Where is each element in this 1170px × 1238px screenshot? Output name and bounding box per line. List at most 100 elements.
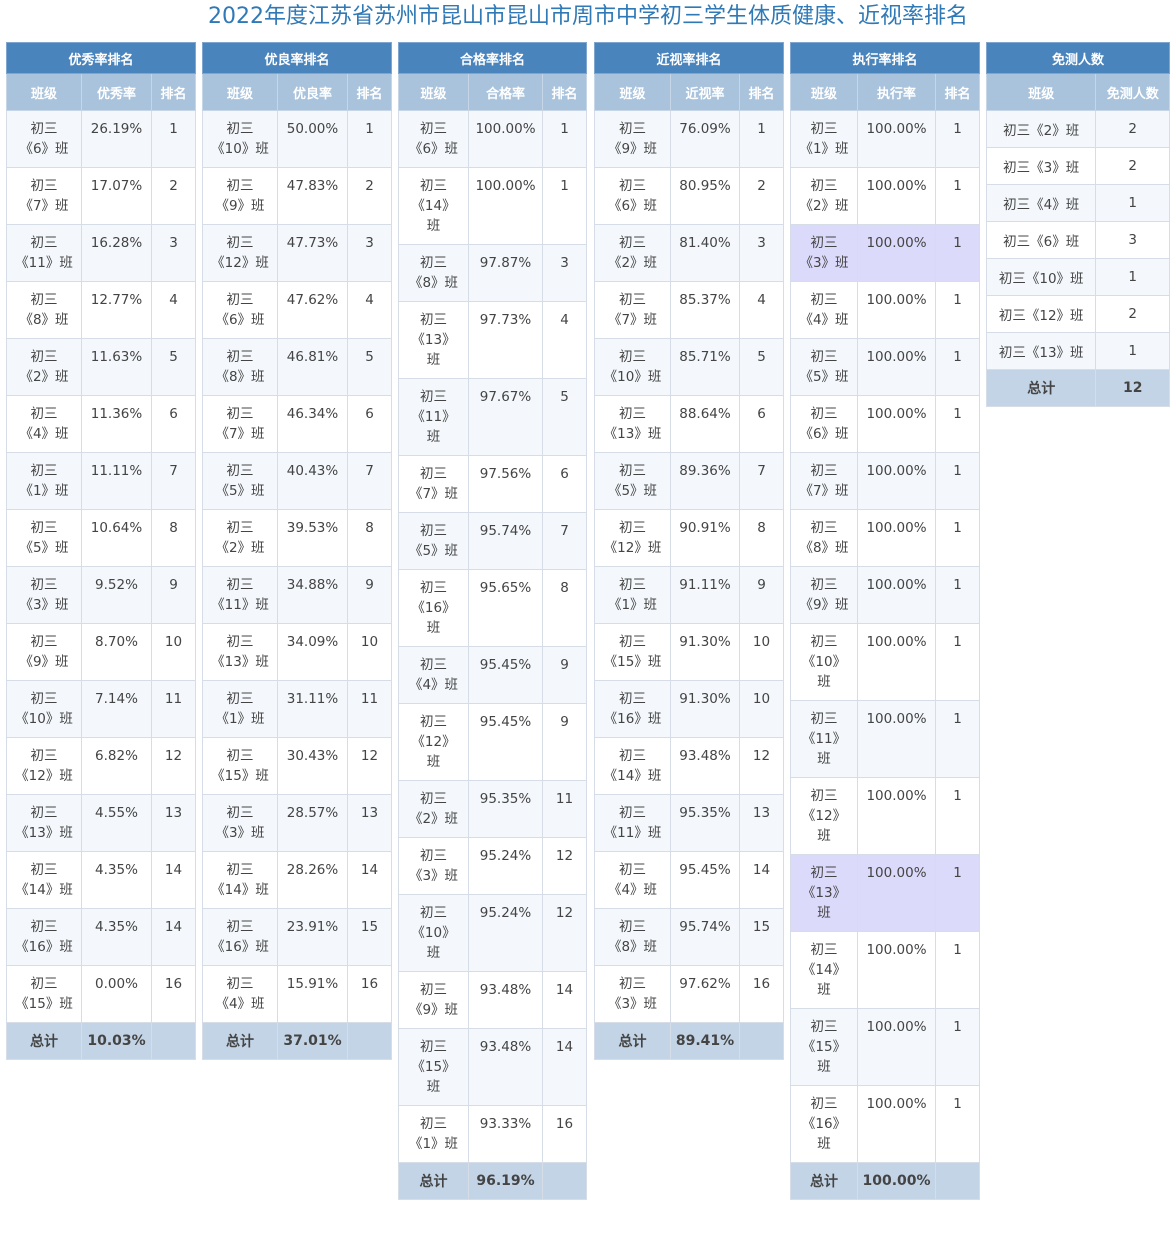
rate-value-cell: 4.35% — [81, 908, 152, 966]
rank-cell: 8 — [739, 509, 784, 567]
class-name-cell: 初三 《16》班 — [398, 569, 469, 647]
rank-cell: 8 — [151, 509, 196, 567]
class-name-cell: 初三《12》班 — [398, 703, 469, 781]
rank-cell: 7 — [739, 452, 784, 510]
rank-cell: 2 — [151, 167, 196, 225]
rate-value-cell: 12.77% — [81, 281, 152, 339]
rate-value-cell: 100.00% — [857, 110, 936, 168]
column-header-class: 班级 — [594, 73, 671, 111]
table-row: 初三 《7》班 85.37% 4 — [594, 281, 784, 339]
table-row: 初三《2》班 2 — [985, 110, 1170, 148]
rate-value-cell: 17.07% — [81, 167, 152, 225]
rate-value-cell: 100.00% — [857, 452, 936, 510]
rank-cell: 9 — [347, 566, 392, 624]
class-name-cell: 初三 《7》班 — [398, 455, 469, 513]
table-row: 初三 《9》班 93.48% 14 — [398, 971, 587, 1029]
class-name-cell: 初三 《8》班 — [202, 338, 278, 396]
table-row: 初三 《6》班 100.00% 1 — [790, 395, 980, 453]
table-row: 初三 《6》班 100.00% 1 — [398, 110, 587, 168]
rank-cell: 6 — [542, 455, 587, 513]
ranking-table-1: 优秀率排名 班级 优秀率 排名 初三 《6》班 26.19% 1 初三 《7》班 17.07% 2 初三… — [6, 42, 196, 1060]
total-value: 89.41% — [670, 1022, 740, 1060]
exempt-count-cell: 3 — [1095, 221, 1170, 259]
class-name-cell: 初三《4》班 — [6, 395, 82, 453]
total-label: 总计 — [790, 1162, 858, 1200]
total-row: 总计 89.41% — [594, 1022, 784, 1060]
class-name-cell: 初三《2》班 — [985, 110, 1097, 148]
table-row: 初三 《14》班 28.26% 14 — [202, 851, 392, 909]
table-row: 初三 《10》班 95.24% 12 — [398, 894, 587, 972]
exempt-count-cell: 2 — [1095, 147, 1170, 185]
class-name-cell: 初三 《8》班 — [790, 509, 858, 567]
table-row: 初三 《12》班 95.45% 9 — [398, 703, 587, 781]
class-name-cell: 初三《6》班 — [202, 281, 278, 339]
rank-cell: 1 — [935, 452, 980, 510]
class-name-cell: 初三 《5》班 — [202, 452, 278, 510]
table-row: 初三 《9》班 8.70% 10 — [6, 623, 196, 681]
column-header-rank: 排名 — [347, 73, 392, 111]
rate-value-cell: 34.88% — [277, 566, 348, 624]
class-name-cell: 初三 《8》班 — [6, 281, 82, 339]
class-name-cell: 初三《3》班 — [790, 224, 858, 282]
rate-value-cell: 97.56% — [468, 455, 543, 513]
class-name-cell: 初三 《7》班 — [6, 167, 82, 225]
rate-value-cell: 11.63% — [81, 338, 152, 396]
total-label: 总计 — [6, 1022, 82, 1060]
rank-cell: 1 — [935, 1008, 980, 1086]
rank-cell: 1 — [935, 167, 980, 225]
table-row: 初三 《5》班 95.74% 7 — [398, 512, 587, 570]
rank-cell: 1 — [347, 110, 392, 168]
rank-cell: 15 — [347, 908, 392, 966]
rate-value-cell: 88.64% — [670, 395, 740, 453]
total-value: 12 — [1095, 369, 1170, 407]
rank-cell: 11 — [542, 780, 587, 838]
table-row: 初三 《2》班 39.53% 8 — [202, 509, 392, 567]
ranking-table-4: 近视率排名 班级 近视率 排名 初三 《9》班 76.09% 1 初三 《6》班 80.95% 2 初三… — [594, 42, 784, 1060]
class-name-cell: 初三 《1》班 — [790, 110, 858, 168]
total-rank-empty — [347, 1022, 392, 1060]
rank-cell: 12 — [542, 894, 587, 972]
rate-value-cell: 47.83% — [277, 167, 348, 225]
exempt-count-cell: 1 — [1095, 258, 1170, 296]
rank-cell: 16 — [151, 965, 196, 1023]
table-row: 初三 《1》班 31.11% 11 — [202, 680, 392, 738]
rate-value-cell: 100.00% — [857, 854, 936, 932]
column-header-rank: 排名 — [151, 73, 196, 111]
table-row: 初三 《8》班 100.00% 1 — [790, 509, 980, 567]
class-name-cell: 初三 《5》班 — [594, 452, 671, 510]
class-name-cell: 初三 《16》班 — [790, 1085, 858, 1163]
table-row: 初三 《4》班 11.36% 6 — [6, 395, 196, 453]
rate-value-cell: 47.62% — [277, 281, 348, 339]
rank-cell: 14 — [151, 851, 196, 909]
column-header-class: 班级 — [790, 73, 858, 111]
table-row: 初三 《4》班 100.00% 1 — [790, 281, 980, 339]
table-row: 初三 《7》班 46.34% 6 — [202, 395, 392, 453]
rank-cell: 14 — [739, 851, 784, 909]
rate-value-cell: 81.40% — [670, 224, 740, 282]
table-row: 初三 《1》班 93.33% 16 — [398, 1105, 587, 1163]
class-name-cell: 初三《10》班 — [398, 894, 469, 972]
table-row: 初三 《13》班 100.00% 1 — [790, 854, 980, 932]
rank-cell: 4 — [739, 281, 784, 339]
table-row: 初三 《16》班 23.91% 15 — [202, 908, 392, 966]
column-header-value: 合格率 — [468, 73, 543, 111]
rate-value-cell: 100.00% — [857, 623, 936, 701]
class-name-cell: 初三《12》班 — [594, 509, 671, 567]
table-row: 初三《3》班 2 — [985, 147, 1170, 185]
rate-value-cell: 100.00% — [857, 931, 936, 1009]
class-name-cell: 初三 《14》班 — [398, 167, 469, 245]
rate-value-cell: 23.91% — [277, 908, 348, 966]
class-name-cell: 初三 《8》班 — [398, 244, 469, 302]
table-row: 初三 《12》班 6.82% 12 — [6, 737, 196, 795]
total-label: 总计 — [985, 369, 1097, 407]
table-row: 初三 《9》班 76.09% 1 — [594, 110, 784, 168]
rate-value-cell: 100.00% — [857, 1008, 936, 1086]
table-row: 初三 《13》班 88.64% 6 — [594, 395, 784, 453]
total-rank-empty — [542, 1162, 587, 1200]
table-heading: 优秀率排名 — [6, 42, 196, 74]
table-heading: 优良率排名 — [202, 42, 392, 74]
class-name-cell: 初三《12》班 — [202, 224, 278, 282]
rate-value-cell: 100.00% — [857, 224, 936, 282]
rate-value-cell: 34.09% — [277, 623, 348, 681]
class-name-cell: 初三 《9》班 — [790, 566, 858, 624]
